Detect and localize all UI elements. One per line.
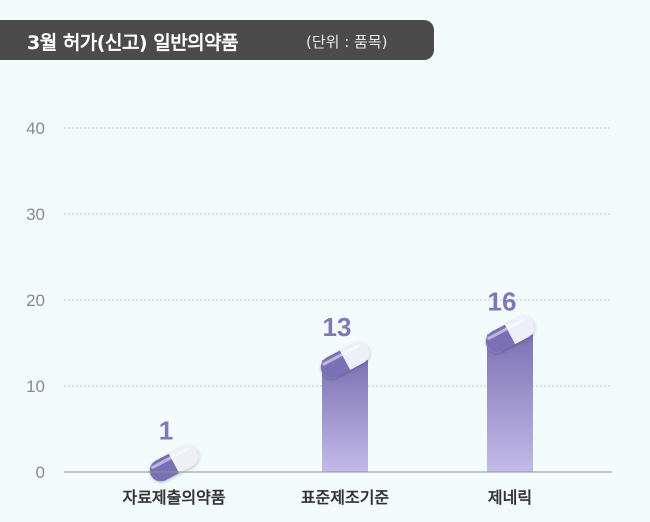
y-tick-label: 0 <box>36 463 45 482</box>
data-label: 13 <box>323 312 352 342</box>
x-tick-label: 표준제조기준 <box>301 488 390 507</box>
x-tick-label: 제네릭 <box>488 488 532 507</box>
y-tick-label: 30 <box>26 205 45 224</box>
x-tick-label: 자료제출의약품 <box>122 488 225 507</box>
y-tick-label: 10 <box>26 377 45 396</box>
data-label: 1 <box>159 415 173 445</box>
y-tick-label: 20 <box>26 291 45 310</box>
y-tick-label: 40 <box>26 119 45 138</box>
chart-unit-label: (단위 : 품목) <box>306 33 388 51</box>
capsule-icon <box>145 445 199 486</box>
chart-title: 3월 허가(신고) 일반의약품 <box>27 32 239 54</box>
bar <box>487 334 533 472</box>
bar <box>322 360 368 472</box>
data-label: 16 <box>488 286 517 316</box>
chart-title-bar: 3월 허가(신고) 일반의약품 (단위 : 품목) <box>0 20 434 60</box>
